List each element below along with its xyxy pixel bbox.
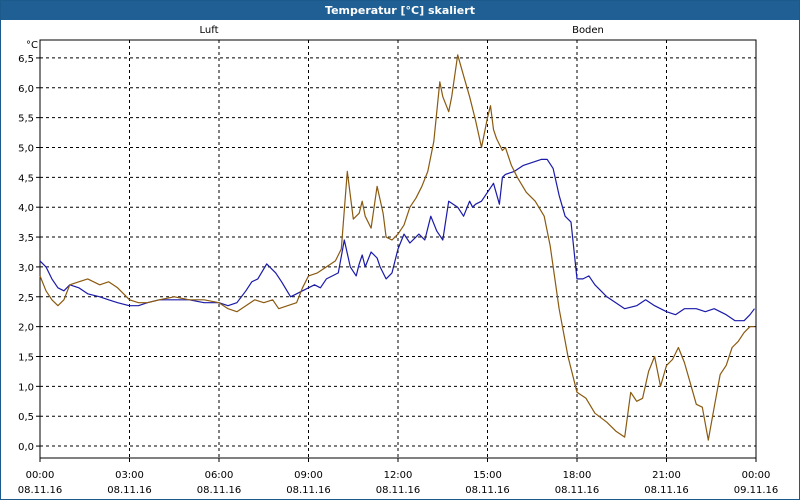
x-tick-date-label: 08.11.16 bbox=[644, 485, 689, 496]
y-tick-label: 6,0 bbox=[18, 84, 34, 95]
x-tick-time-label: 06:00 bbox=[205, 470, 234, 481]
y-tick-label: 5,0 bbox=[18, 143, 34, 154]
series-lines bbox=[39, 54, 755, 441]
x-tick-time-label: 03:00 bbox=[115, 470, 144, 481]
x-tick-date-label: 08.11.16 bbox=[107, 485, 152, 496]
y-tick-label: 4,5 bbox=[18, 173, 34, 184]
y-tick-label: 3,5 bbox=[18, 233, 34, 244]
chart-title: Temperatur [°C] skaliert bbox=[1, 1, 799, 20]
y-tick-label: 3,0 bbox=[18, 263, 34, 274]
x-tick-date-label: 08.11.16 bbox=[376, 485, 421, 496]
x-tick-time-label: 09:00 bbox=[294, 470, 323, 481]
y-tick-label: 4,0 bbox=[18, 203, 34, 214]
x-tick-date-label: 08.11.16 bbox=[555, 485, 600, 496]
x-tick-time-label: 00:00 bbox=[26, 470, 55, 481]
legend-entry-boden: Boden bbox=[572, 25, 604, 36]
y-tick-label: 2,5 bbox=[18, 293, 34, 304]
y-tick-label: 0,0 bbox=[18, 442, 34, 453]
x-tick-date-label: 08.11.16 bbox=[18, 485, 63, 496]
x-tick-time-label: 18:00 bbox=[563, 470, 592, 481]
x-tick-time-label: 12:00 bbox=[384, 470, 413, 481]
x-tick-date-label: 08.11.16 bbox=[286, 485, 331, 496]
y-tick-label: 0,5 bbox=[18, 412, 34, 423]
series-line-luft bbox=[39, 158, 755, 322]
legend-entry-luft: Luft bbox=[200, 25, 219, 36]
y-tick-label: 2,0 bbox=[18, 323, 34, 334]
legend: Luft Boden bbox=[200, 25, 604, 36]
x-tick-time-label: 21:00 bbox=[652, 470, 681, 481]
x-tick-date-label: 08.11.16 bbox=[465, 485, 510, 496]
x-tick-time-label: 00:00 bbox=[742, 470, 771, 481]
y-tick-label: 6,5 bbox=[18, 54, 34, 65]
x-tick-date-label: 08.11.16 bbox=[197, 485, 242, 496]
grid bbox=[40, 40, 756, 458]
y-tick-label: 1,0 bbox=[18, 382, 34, 393]
x-tick-date-label: 09.11.16 bbox=[734, 485, 779, 496]
axes: 6,5 6,0 5,5 5,0 4,5 4,0 3,5 3,0 2,5 2,0 1,5 1,0 0,5 0… bbox=[18, 39, 779, 496]
y-tick-label: 1,5 bbox=[18, 352, 34, 363]
series-line-boden bbox=[39, 54, 755, 441]
y-tick-label: 5,5 bbox=[18, 114, 34, 125]
x-tick-time-label: 15:00 bbox=[473, 470, 502, 481]
y-axis-label: °C bbox=[26, 40, 38, 51]
